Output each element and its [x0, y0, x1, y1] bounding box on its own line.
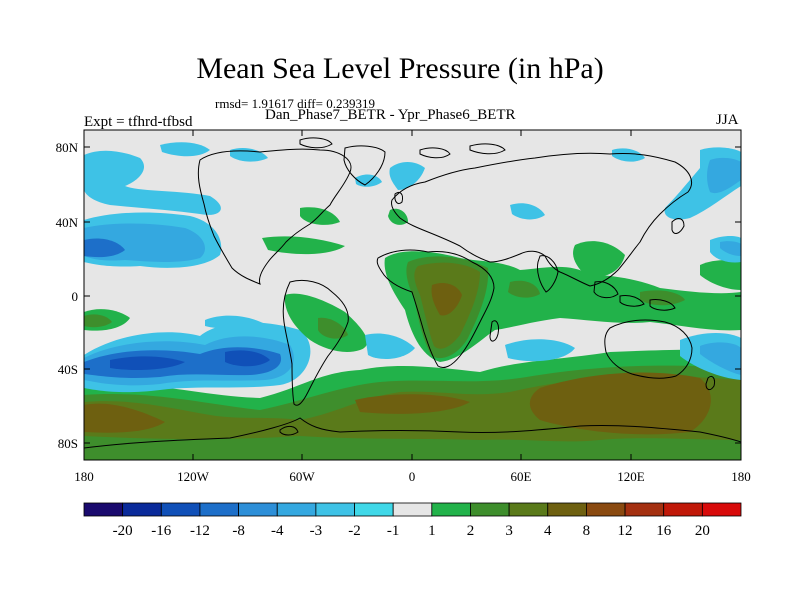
colorbar-label: 1	[428, 523, 436, 539]
field-cyan-south-pacific2	[205, 315, 265, 329]
field-darkblue-south-low2	[225, 350, 270, 367]
colorbar-swatch	[160, 502, 201, 517]
rmsd-diff-stats: rmsd= 1.91617 diff= 0.239319	[215, 96, 375, 111]
field-olive-east-tropical1	[508, 280, 540, 298]
colorbar-label: 20	[695, 523, 710, 539]
season-label: JJA	[716, 112, 739, 128]
expt-label: Expt = tfhrd-tfbsd	[84, 114, 193, 130]
field-green-europe	[300, 207, 340, 225]
field-brown-south-blob1	[84, 403, 165, 433]
colorbar-label: -16	[151, 523, 171, 539]
colorbar-label: 12	[618, 523, 633, 539]
field-lightblue-east-north	[707, 157, 741, 194]
lon-label-180w: 180	[74, 469, 94, 484]
experiment-subtitle: Dan_Phase7_BETR - Ypr_Phase6_BETR	[265, 107, 516, 123]
field-brown-africa	[431, 283, 462, 316]
colorbar-swatch	[624, 502, 665, 517]
field-cyan-south-indian	[505, 339, 575, 362]
field-cyan-north-atlantic1	[389, 162, 425, 190]
colorbar-swatch	[392, 502, 433, 517]
colorbar-swatch	[83, 502, 124, 517]
lon-label-0: 0	[409, 469, 416, 484]
colorbar-label: -4	[271, 523, 284, 539]
colorbar-swatch	[547, 502, 587, 517]
field-brown-south-blob3	[529, 372, 711, 435]
colorbar: -20 -16 -12 -8 -4 -3 -2 -1 1 2 3 4 8 12 16 20	[83, 502, 742, 539]
field-green-north-atlantic	[388, 208, 408, 225]
colorbar-swatch	[470, 502, 510, 517]
colorbar-swatch	[238, 502, 278, 517]
colorbar-label: -20	[113, 523, 133, 539]
field-cyan-north-arctic-w	[84, 150, 221, 215]
colorbar-label: -2	[348, 523, 361, 539]
field-green-east-tropical-ocean	[700, 260, 741, 290]
field-cyan-south-pacific1	[365, 333, 415, 360]
lon-label-120w: 120W	[177, 469, 210, 484]
lat-label-80n: 80N	[56, 140, 79, 155]
colorbar-label: -3	[310, 523, 323, 539]
colorbar-swatch	[122, 502, 162, 517]
field-cyan-north-arctic-mid	[160, 142, 210, 157]
field-green-mid-atlantic-n	[262, 236, 345, 255]
field-cyan-siberia	[510, 203, 545, 220]
colorbar-label: 16	[656, 523, 672, 539]
colorbar-label: 4	[544, 523, 552, 539]
lon-label-120e: 120E	[617, 469, 645, 484]
colorbar-swatch	[701, 502, 742, 517]
lat-label-80s: 80S	[58, 436, 78, 451]
lon-ticks	[83, 130, 742, 460]
colorbar-label: -12	[190, 523, 210, 539]
colorbar-swatch	[586, 502, 626, 517]
field-darkblue-south-low1	[110, 356, 185, 370]
colorbar-label: -1	[387, 523, 400, 539]
colorbar-swatch	[199, 502, 239, 517]
field-cyan-east-arctic	[612, 148, 645, 162]
colorbar-swatch	[315, 502, 355, 517]
colorbar-swatch	[663, 502, 703, 517]
colorbar-label: -8	[232, 523, 245, 539]
colorbar-swatch	[276, 502, 317, 517]
field-olive-south-atlantic	[318, 317, 348, 339]
lat-label-40s: 40S	[58, 362, 78, 377]
lon-label-180e: 180	[731, 469, 751, 484]
field-olive-west-tropical	[84, 314, 112, 328]
field-brown-south-blob2	[355, 394, 470, 414]
lat-label-0: 0	[72, 289, 79, 304]
field-lightblue-east-south	[700, 342, 741, 375]
lat-label-40n: 40N	[56, 215, 79, 230]
field-midblue-north-pacific	[84, 238, 125, 258]
lat-ticks	[84, 146, 741, 444]
colorbar-label: 3	[505, 523, 513, 539]
field-olive-east-tropical2	[640, 290, 685, 306]
field-lightblue-east-mid	[720, 241, 741, 256]
colorbar-label: 8	[583, 523, 591, 539]
lon-label-60w: 60W	[289, 469, 315, 484]
lon-label-60e: 60E	[511, 469, 532, 484]
plot-title: Mean Sea Level Pressure (in hPa)	[196, 52, 604, 85]
field-green-india-band	[573, 241, 625, 277]
colorbar-swatch	[431, 502, 471, 517]
coastlines	[84, 137, 741, 449]
colorbar-label: 2	[467, 523, 475, 539]
colorbar-swatch	[354, 502, 394, 517]
map-panel	[84, 130, 741, 460]
colorbar-swatch	[508, 502, 549, 517]
